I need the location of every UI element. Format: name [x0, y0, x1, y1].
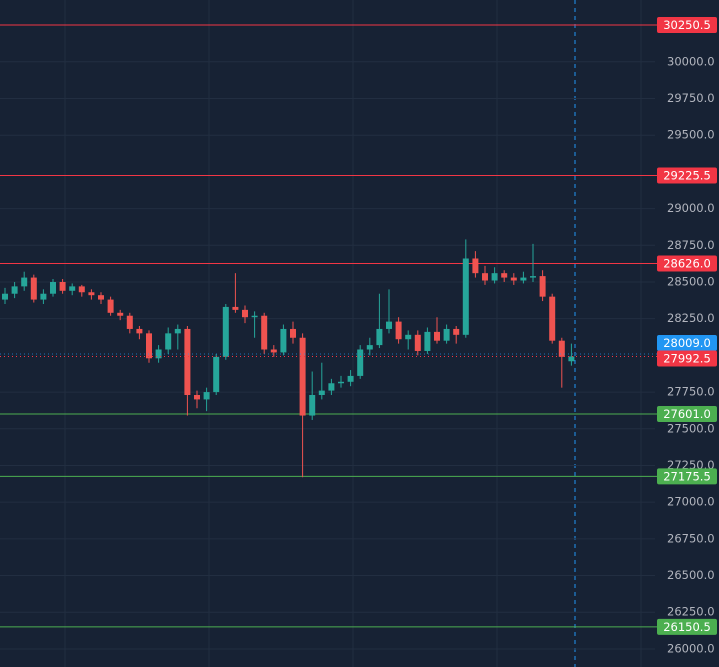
candle-body	[270, 349, 277, 353]
candle-body	[558, 340, 565, 357]
candle-body	[203, 392, 210, 400]
y-tick-label: 26500.0	[667, 568, 715, 582]
y-tick-label: 29500.0	[667, 128, 715, 142]
candle-body	[549, 296, 556, 341]
candle-body	[30, 277, 37, 300]
y-tick-label: 28750.0	[667, 238, 715, 252]
candle-body	[280, 328, 287, 353]
candle-body	[424, 331, 431, 351]
price-level-tag	[657, 618, 717, 635]
candle-body	[443, 328, 450, 341]
last-price-label: 27992.5	[663, 351, 711, 365]
y-tick-label: 28250.0	[667, 311, 715, 325]
candle-body	[299, 337, 306, 416]
y-tick-label: 27750.0	[667, 385, 715, 399]
candle-body	[520, 277, 527, 281]
y-tick-label: 26750.0	[667, 531, 715, 545]
mark-price-tag	[657, 335, 717, 352]
candle-body	[126, 315, 133, 329]
candle-body	[213, 356, 220, 393]
price-level-tag	[657, 167, 717, 184]
candle-body	[155, 349, 162, 359]
candle-body	[222, 306, 229, 357]
y-tick-label: 29750.0	[667, 91, 715, 105]
candle-body	[491, 273, 498, 281]
price-level-tag	[657, 468, 717, 485]
candle-body	[462, 258, 469, 335]
candle-body	[146, 333, 152, 359]
candle-body	[386, 321, 392, 329]
last-price-tag	[657, 350, 717, 367]
y-tick-label: 28500.0	[667, 274, 715, 288]
candle-body	[117, 312, 124, 316]
y-tick-label: 30000.0	[667, 54, 715, 68]
candle-body	[50, 281, 56, 294]
candle-body	[242, 309, 248, 318]
price-level-label: 27175.5	[663, 469, 711, 483]
candle-body	[395, 321, 402, 340]
candle-body	[568, 356, 575, 362]
candle-body	[165, 333, 172, 350]
price-level-tag	[657, 255, 717, 272]
candle-body	[194, 395, 200, 400]
candle-body	[136, 328, 143, 334]
candle-body	[414, 334, 421, 351]
candle-body	[539, 276, 546, 297]
candle-body	[501, 273, 508, 278]
candle-body	[347, 375, 354, 382]
candle-body	[328, 383, 335, 391]
candle-body	[357, 349, 364, 376]
candle-body	[472, 258, 479, 274]
candle-body	[174, 328, 181, 334]
candle-body	[107, 299, 114, 313]
candle-body	[510, 277, 517, 281]
candle-body	[366, 345, 373, 350]
candle-body	[405, 334, 412, 340]
price-level-label: 26150.5	[663, 620, 711, 634]
candle-body	[482, 273, 488, 281]
candle-body	[11, 286, 18, 294]
y-tick-label: 26250.0	[667, 605, 715, 619]
candle-body	[2, 293, 8, 300]
candle-body	[251, 315, 258, 318]
y-tick-label: 27500.0	[667, 421, 715, 435]
candle-body	[69, 286, 76, 291]
candle-body	[338, 381, 344, 384]
mark-price-label: 28009.0	[663, 336, 711, 350]
candle-body	[59, 281, 66, 291]
candle-body	[40, 293, 47, 300]
candle-body	[309, 395, 316, 416]
price-level-label: 27601.0	[663, 407, 711, 421]
candle-body	[21, 277, 28, 287]
candle-body	[98, 295, 104, 300]
y-tick-label: 26000.0	[667, 641, 715, 655]
candle-body	[290, 328, 296, 338]
candle-body	[184, 328, 191, 396]
price-level-tag	[657, 405, 717, 422]
candle-body	[232, 306, 239, 310]
candle-body	[530, 276, 536, 278]
candle-body	[434, 331, 440, 341]
time-grid	[64, 0, 642, 667]
price-level-label: 28626.0	[663, 256, 711, 270]
price-level-tag	[657, 17, 717, 34]
candle-body	[318, 390, 325, 396]
candle-body	[376, 328, 383, 346]
candle-body	[453, 328, 460, 335]
candle-body	[261, 315, 268, 350]
candle-body	[78, 286, 85, 293]
price-level-label: 29225.5	[663, 168, 711, 182]
y-tick-label: 29000.0	[667, 201, 715, 215]
y-tick-label: 27000.0	[667, 495, 715, 509]
candle-body	[88, 292, 95, 296]
price-level-label: 30250.5	[663, 18, 711, 32]
